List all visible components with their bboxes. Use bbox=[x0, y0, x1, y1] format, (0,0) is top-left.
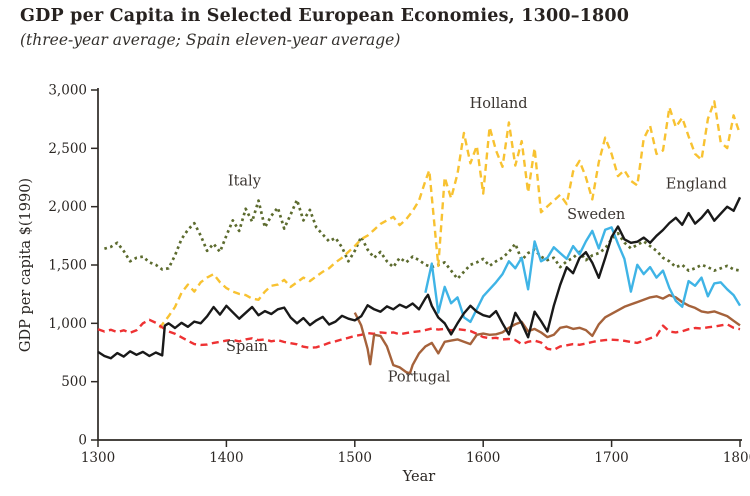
x-tick-label: 1500 bbox=[338, 450, 372, 466]
x-axis-title: Year bbox=[402, 469, 436, 485]
series-label-holland: Holland bbox=[470, 96, 528, 112]
series-label-spain: Spain bbox=[226, 339, 268, 355]
chart-subtitle: (three-year average; Spain eleven-year a… bbox=[20, 31, 401, 49]
y-tick-label: 500 bbox=[61, 374, 87, 390]
y-axis-title: GDP per capita $(1990) bbox=[18, 178, 34, 352]
series-label-italy: Italy bbox=[228, 174, 262, 190]
series-line-spain bbox=[97, 318, 741, 352]
chart-title: GDP per Capita in Selected European Econ… bbox=[20, 6, 630, 26]
y-tick-label: 0 bbox=[78, 433, 87, 449]
y-tick-label: 1,000 bbox=[48, 316, 87, 332]
series-line-england bbox=[97, 196, 742, 360]
x-tick-label: 1800 bbox=[723, 450, 750, 466]
x-tick-label: 1600 bbox=[466, 450, 500, 466]
y-tick-label: 1,500 bbox=[48, 258, 87, 274]
series-label-england: England bbox=[666, 177, 727, 193]
series-line-holland bbox=[158, 100, 742, 329]
x-tick-label: 1300 bbox=[81, 450, 115, 466]
series-label-sweden: Sweden bbox=[567, 207, 625, 223]
axis-lines bbox=[97, 88, 742, 441]
y-tick-label: 2,000 bbox=[48, 199, 87, 215]
series-line-sweden bbox=[424, 226, 742, 324]
series-label-portugal: Portugal bbox=[388, 370, 451, 386]
y-tick-label: 3,000 bbox=[48, 83, 87, 99]
x-tick-label: 1700 bbox=[594, 450, 628, 466]
y-tick-label: 2,500 bbox=[48, 141, 87, 157]
series-line-italy bbox=[104, 198, 741, 281]
x-tick-label: 1400 bbox=[209, 450, 243, 466]
